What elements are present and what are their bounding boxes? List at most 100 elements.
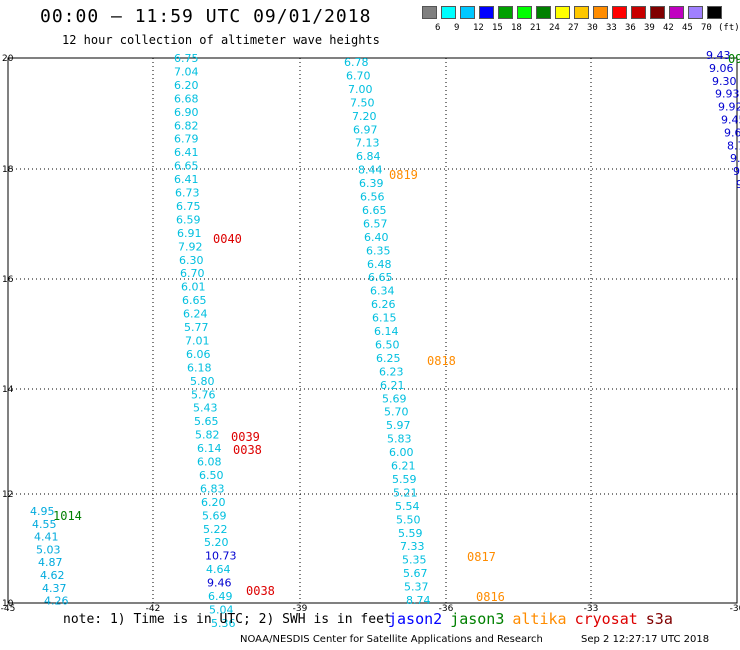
wave-height-value: 4.64 [206, 563, 231, 576]
wave-height-value: 4.95 [30, 505, 55, 518]
wave-height-value: 7.50 [350, 96, 375, 109]
wave-height-value: 6.75 [176, 200, 201, 213]
legend-swatch [479, 6, 494, 19]
wave-height-value: 6.34 [370, 285, 395, 298]
lat-label: 14 [2, 385, 14, 395]
wave-height-value: 6.65 [174, 160, 199, 173]
wave-height-value: 4.62 [40, 569, 65, 582]
legend-swatch [669, 6, 684, 19]
wave-height-value: 4.87 [38, 556, 63, 569]
pass-time-label: 09 [728, 52, 740, 66]
wave-height-value: 6.06 [186, 348, 211, 361]
lon-label: -39 [293, 604, 308, 614]
satellite-name: s3a [645, 610, 673, 628]
wave-height-value: 4.26 [44, 595, 69, 608]
wave-height-value: 5.65 [194, 415, 219, 428]
legend-swatch [498, 6, 513, 19]
pass-time-label: 0038 [233, 443, 262, 457]
wave-height-value: 6.26 [371, 298, 396, 311]
wave-height-value: 5.59 [398, 527, 423, 540]
wave-height-value: 6.65 [362, 204, 387, 217]
legend-label: 36 [625, 23, 636, 33]
pass-time-label: 0819 [389, 168, 418, 182]
wave-height-value: 5.77 [184, 321, 209, 334]
wave-height-value: 6.65 [182, 294, 207, 307]
wave-height-value: 6.84 [356, 150, 381, 163]
wave-height-value: 6.49 [208, 590, 233, 603]
page-title: 00:00 – 11:59 UTC 09/01/2018 [40, 6, 372, 27]
page-subtitle: 12 hour collection of altimeter wave hei… [62, 33, 380, 47]
lon-label: -33 [584, 604, 599, 614]
lat-label: 12 [2, 490, 13, 500]
wave-height-value: 9. [733, 165, 740, 178]
wave-height-value: 6.79 [174, 133, 199, 146]
wave-height-value: 6.39 [359, 177, 384, 190]
pass-time-label: 0817 [467, 550, 496, 564]
wave-height-value: 5.03 [36, 543, 61, 556]
lat-label: 10 [2, 599, 14, 609]
wave-height-value: 5.54 [395, 500, 420, 513]
wave-height-value: 6.41 [174, 173, 199, 186]
wave-height-value: 9.93 [715, 88, 740, 101]
legend-swatch [460, 6, 475, 19]
wave-height-value: 6.75 [174, 52, 199, 65]
lon-label: -36 [439, 604, 454, 614]
lon-label: -42 [146, 604, 161, 614]
satellite-name: cryosat [574, 610, 638, 628]
legend-label: 24 [549, 23, 560, 33]
wave-height-value: 6.15 [372, 312, 397, 325]
legend-label: 9 [454, 23, 460, 33]
wave-height-value: 5.04 [209, 603, 234, 616]
wave-height-value: 7.20 [352, 110, 377, 123]
wave-height-value: 6.48 [367, 258, 392, 271]
legend-label: 27 [568, 23, 579, 33]
legend-swatch [612, 6, 627, 19]
wave-height-value: 5.97 [386, 419, 411, 432]
wave-height-value: 6.73 [175, 187, 200, 200]
legend-label: 6 [435, 23, 441, 33]
legend-swatch [688, 6, 703, 19]
wave-height-value: 6.82 [174, 119, 199, 132]
wave-height-value: 9.43 [706, 49, 731, 62]
satellite-name: jason3 [450, 610, 505, 628]
legend-swatch [422, 6, 437, 19]
legend-swatch [593, 6, 608, 19]
wave-height-value: 6.50 [199, 469, 224, 482]
wave-height-value: 9.63 [724, 126, 740, 139]
wave-height-value: 7.04 [174, 65, 199, 78]
pass-time-label: 0038 [246, 584, 275, 598]
wave-height-value: 5.43 [193, 402, 218, 415]
legend-swatch [517, 6, 532, 19]
wave-height-value: 7.33 [400, 540, 425, 553]
wave-height-value: 7.92 [178, 240, 203, 253]
wave-height-value: 6.97 [353, 123, 378, 136]
wave-height-value: 5.50 [396, 513, 421, 526]
lon-label: -45 [1, 604, 16, 614]
pass-time-label: 0040 [213, 232, 242, 246]
wave-height-value: 6.90 [174, 106, 199, 119]
wave-height-value: 6.24 [183, 308, 208, 321]
wave-height-value: 5.36 [211, 617, 236, 630]
legend-label: 45 [682, 23, 693, 33]
wave-height-value: 6.35 [366, 244, 391, 257]
wave-height-value: 7.01 [185, 334, 210, 347]
wave-height-value: 6.25 [376, 352, 401, 365]
wave-height-value: 6.00 [389, 446, 414, 459]
wave-height-value: 8.74 [406, 594, 431, 607]
lat-label: 18 [2, 165, 14, 175]
wave-height-value: 5.37 [404, 581, 429, 594]
wave-height-value: 6.14 [197, 442, 222, 455]
wave-height-value: 5.20 [204, 536, 229, 549]
wave-height-value: 4.37 [42, 582, 67, 595]
satellite-name: jason2 [388, 610, 443, 628]
legend-label: 15 [492, 23, 503, 33]
credit-line: NOAA/NESDIS Center for Satellite Applica… [240, 634, 543, 645]
wave-height-value: 6.83 [200, 482, 225, 495]
wave-height-value: 6.23 [379, 365, 404, 378]
wave-height-value: 5.35 [402, 554, 427, 567]
wave-height-value: 5.59 [392, 473, 417, 486]
wave-height-value: 6.21 [391, 460, 416, 473]
wave-height-value: 6.70 [180, 267, 205, 280]
pass-time-label: 1014 [53, 509, 82, 523]
wave-height-value: 6.30 [179, 254, 204, 267]
